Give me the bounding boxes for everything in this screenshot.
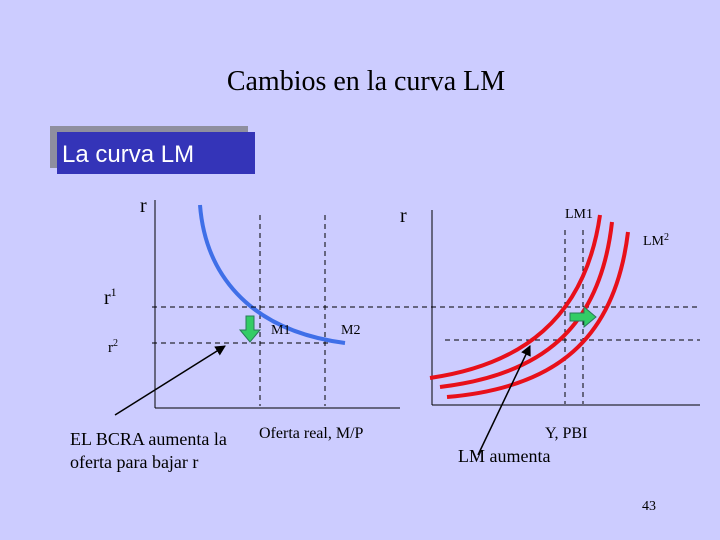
lm-arrow [477,345,531,456]
down-arrow [238,315,262,343]
r1-sup: 1 [111,285,117,299]
lm2-sup: 2 [664,232,669,243]
lm-mid-curve [439,221,614,389]
r1-base: r [104,287,111,309]
lm2-curve [446,231,630,399]
note-line: EL BCRA aumenta la [70,429,227,449]
right-arrow [569,305,597,329]
lm-note: LM aumenta [458,446,550,466]
m1-label: M1 [271,323,290,338]
page-number: 43 [642,499,656,514]
box-label: La curva LM [62,141,194,168]
r2-base: r [108,340,113,356]
m2-label: M2 [341,323,360,338]
lm1-curve [429,214,602,380]
r2-sup: 2 [113,338,118,349]
x-label: Y, PBI [545,425,587,442]
r1-label: r1 [104,285,117,309]
lm1-label: LM1 [565,207,593,222]
bcra-arrow [114,345,226,416]
left-graph: r r1 r2 M1 M2 Oferta real, M/P [104,195,400,442]
bcra-note: EL BCRA aumenta la oferta para bajar r [70,429,227,472]
lm2-label: LM2 [643,232,669,249]
y-label: r [400,205,407,227]
slide-title: Cambios en la curva LM [227,66,505,97]
r2-label: r2 [108,338,118,356]
money-demand-curve [198,204,346,345]
title-box [57,132,255,174]
y-label: r [140,195,147,217]
right-graph: r LM1 LM2 Y, PBI [400,205,700,442]
note-line: oferta para bajar r [70,452,198,472]
x-label: Oferta real, M/P [259,425,364,442]
lm2-base: LM [643,234,665,249]
